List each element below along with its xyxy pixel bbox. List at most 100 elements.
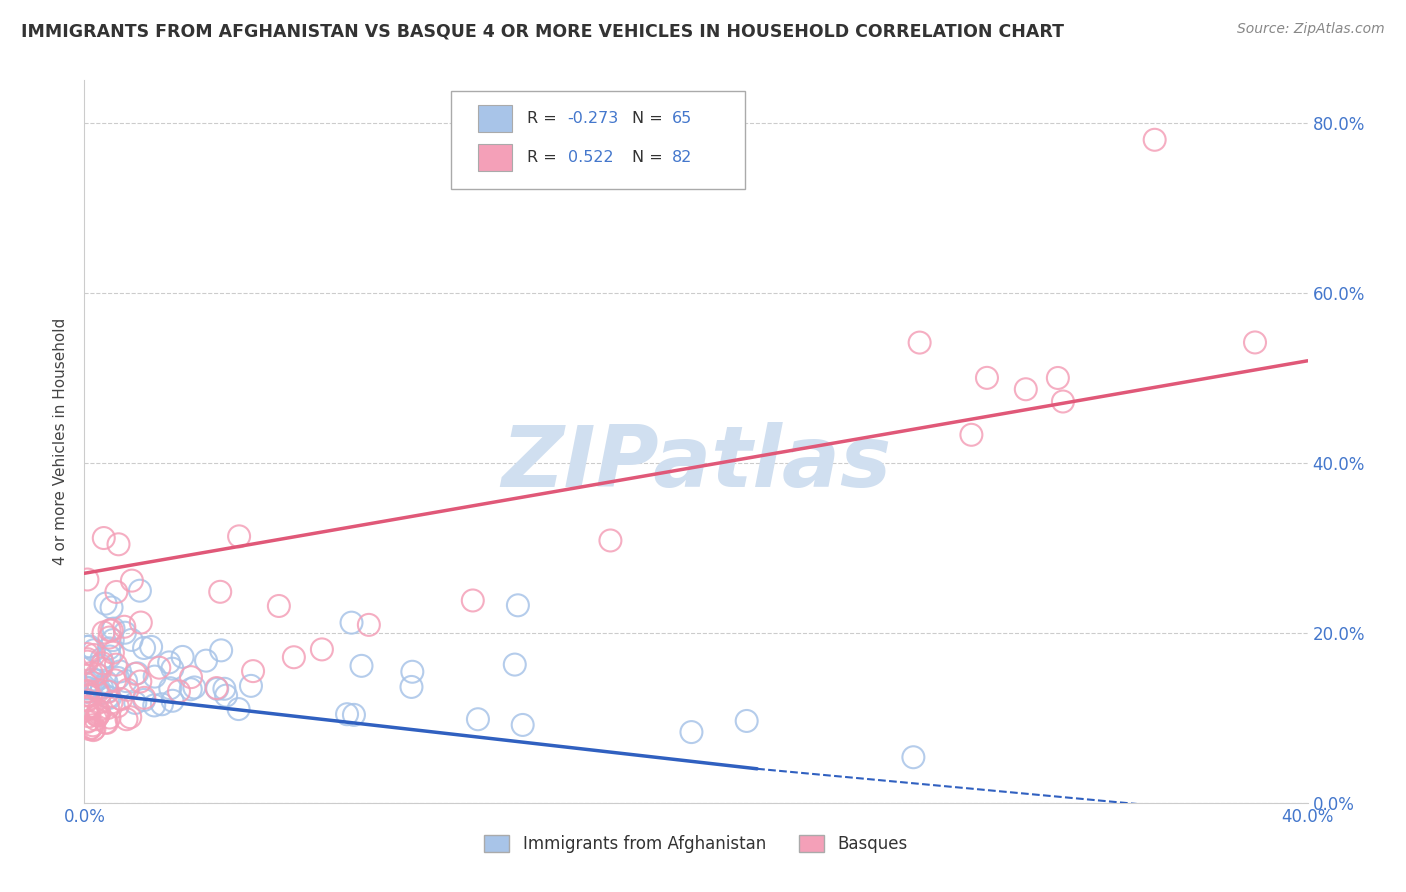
Point	[97, 701, 120, 715]
Point	[121, 574, 143, 588]
Point	[86, 708, 108, 723]
Point	[108, 665, 131, 679]
FancyBboxPatch shape	[451, 91, 745, 189]
Point	[1046, 371, 1069, 385]
Point	[82, 673, 104, 687]
Point	[87, 703, 110, 717]
Text: R =: R =	[527, 112, 562, 126]
Point	[82, 676, 104, 690]
Point	[83, 722, 105, 736]
Point	[91, 657, 114, 671]
Point	[195, 654, 218, 668]
Point	[512, 718, 534, 732]
Point	[98, 641, 121, 656]
Point	[76, 700, 98, 714]
Point	[506, 599, 529, 613]
Point	[228, 702, 250, 716]
Point	[735, 714, 758, 728]
Text: N =: N =	[633, 112, 668, 126]
Point	[112, 620, 135, 634]
Point	[599, 533, 621, 548]
Point	[76, 688, 98, 702]
Point	[150, 698, 173, 712]
Point	[209, 584, 232, 599]
Point	[132, 640, 155, 655]
Point	[100, 624, 122, 638]
Point	[162, 694, 184, 708]
Point	[127, 666, 149, 681]
Point	[107, 699, 129, 714]
Point	[83, 648, 105, 662]
Bar	[478, 144, 513, 171]
Point	[214, 681, 236, 696]
Point	[76, 655, 98, 669]
Point	[104, 657, 127, 672]
Point	[117, 682, 139, 697]
Text: Source: ZipAtlas.com: Source: ZipAtlas.com	[1237, 22, 1385, 37]
Point	[80, 721, 103, 735]
Point	[76, 689, 98, 703]
Point	[105, 585, 128, 599]
Point	[239, 679, 262, 693]
Point	[90, 661, 112, 675]
Point	[148, 661, 170, 675]
Point	[960, 427, 983, 442]
Point	[96, 684, 118, 698]
Point	[167, 684, 190, 698]
Point	[267, 599, 290, 613]
Point	[115, 674, 138, 689]
Point	[205, 681, 228, 696]
Point	[343, 707, 366, 722]
Point	[82, 723, 104, 738]
Point	[503, 657, 526, 672]
Point	[90, 652, 112, 666]
Point	[461, 593, 484, 607]
Point	[98, 649, 121, 664]
Point	[143, 698, 166, 713]
Point	[76, 683, 98, 698]
Point	[79, 640, 101, 654]
Y-axis label: 4 or more Vehicles in Household: 4 or more Vehicles in Household	[53, 318, 69, 566]
Point	[157, 656, 180, 670]
Point	[87, 708, 110, 723]
Point	[139, 640, 162, 654]
Point	[180, 670, 202, 684]
Point	[76, 573, 98, 587]
Point	[134, 690, 156, 705]
Point	[215, 689, 238, 703]
Point	[162, 662, 184, 676]
Point	[77, 709, 100, 723]
Point	[84, 712, 107, 726]
Point	[80, 665, 103, 680]
Point	[97, 690, 120, 704]
Point	[87, 707, 110, 722]
Point	[93, 625, 115, 640]
Point	[172, 649, 194, 664]
Point	[124, 666, 146, 681]
Bar	[478, 105, 513, 132]
Point	[96, 675, 118, 690]
Point	[89, 686, 111, 700]
Point	[79, 689, 101, 703]
Text: R =: R =	[527, 150, 562, 165]
Point	[103, 622, 125, 636]
Point	[76, 647, 98, 661]
Point	[180, 682, 202, 697]
Point	[283, 650, 305, 665]
Point	[1143, 133, 1166, 147]
Point	[76, 684, 98, 698]
Point	[77, 714, 100, 728]
Point	[132, 693, 155, 707]
Point	[205, 681, 228, 695]
Point	[97, 684, 120, 698]
Point	[98, 631, 121, 645]
Point	[114, 625, 136, 640]
Point	[77, 700, 100, 714]
Point	[101, 646, 124, 660]
Point	[107, 537, 129, 551]
Point	[357, 618, 380, 632]
Point	[110, 692, 132, 706]
Point	[89, 706, 111, 720]
Point	[976, 371, 998, 385]
Point	[1052, 394, 1074, 409]
